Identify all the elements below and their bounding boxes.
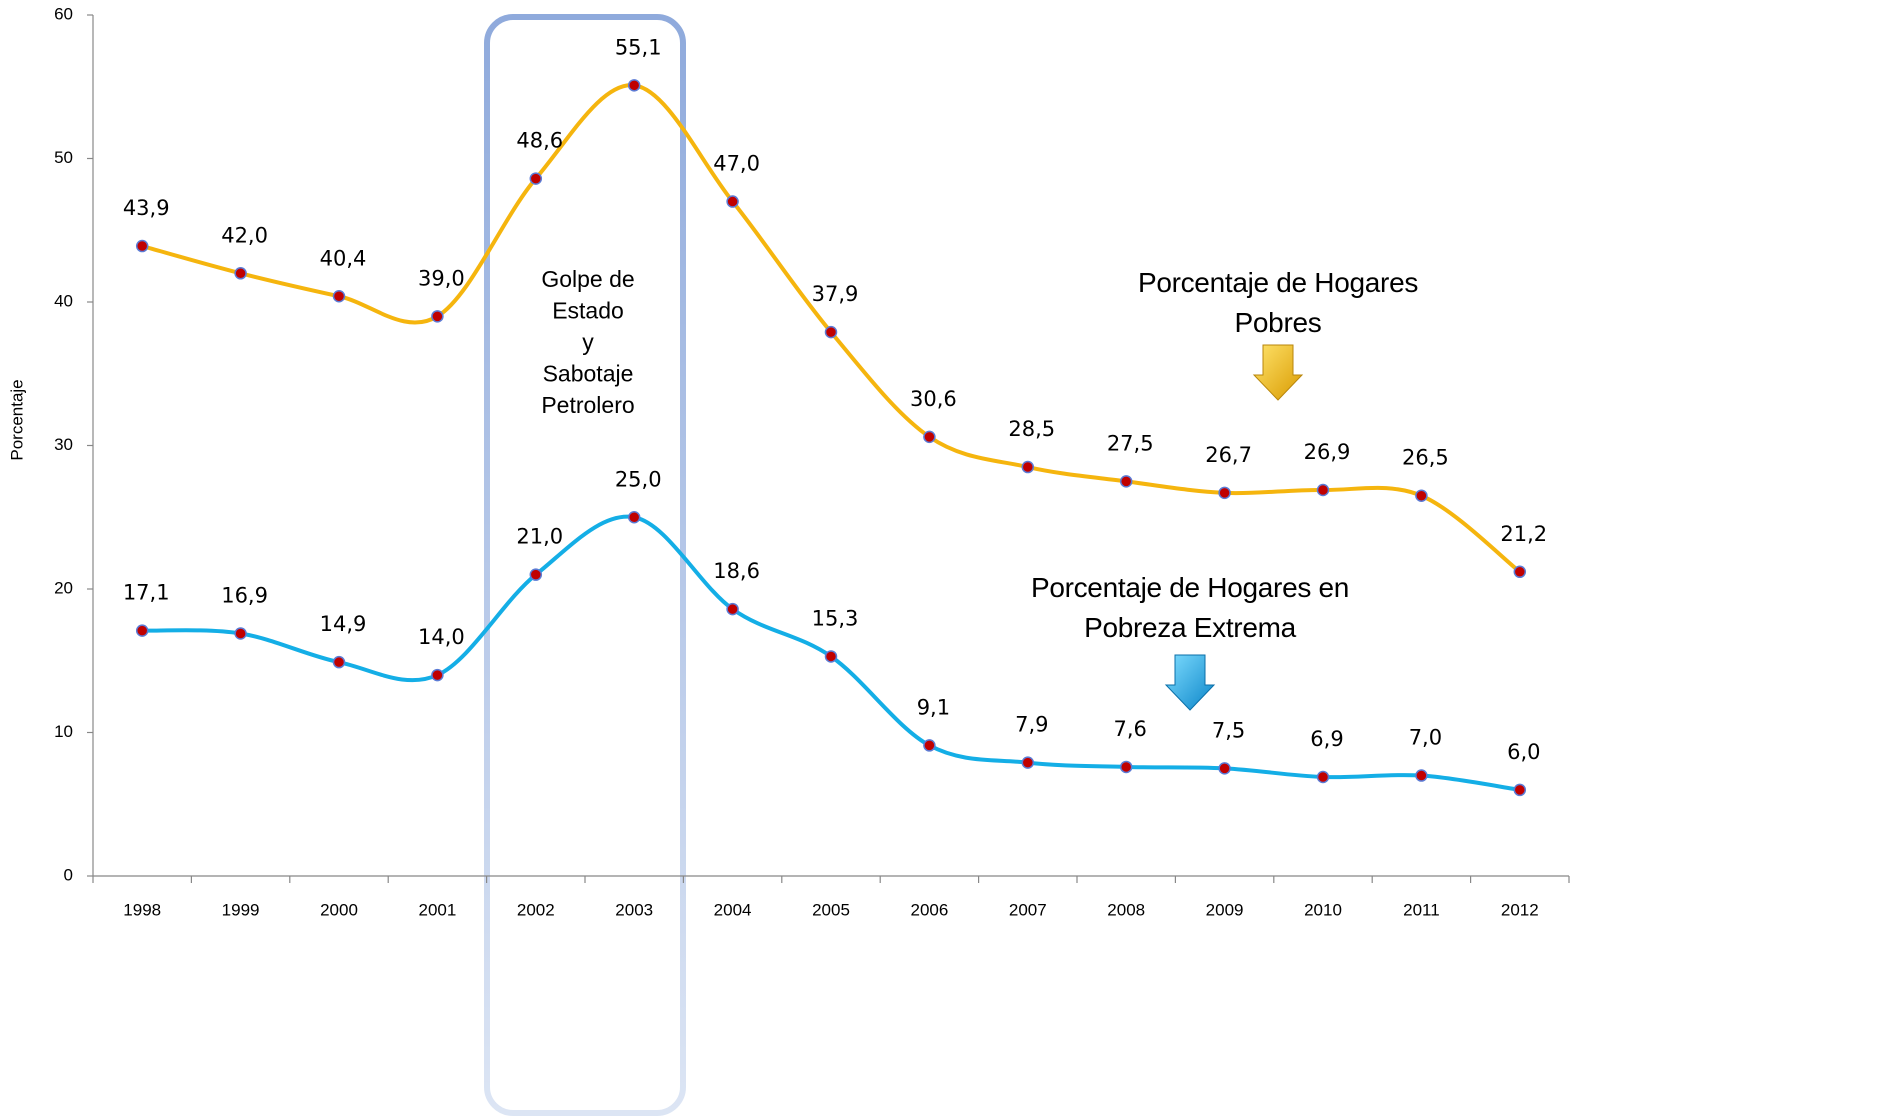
data-label: 43,9 (123, 196, 170, 220)
x-tick-label: 1998 (123, 900, 161, 919)
data-point (431, 668, 444, 682)
data-point (332, 655, 346, 669)
data-point (1218, 762, 1231, 775)
data-point (431, 310, 444, 323)
data-label: 37,9 (812, 282, 859, 306)
data-point (1316, 770, 1330, 784)
data-point (726, 602, 739, 616)
x-tick-label: 2009 (1206, 900, 1244, 919)
data-label: 42,0 (221, 223, 268, 247)
data-point (824, 325, 838, 339)
y-tick-label: 30 (54, 435, 73, 454)
series-label: Porcentaje de Hogares Pobres (1137, 267, 1419, 338)
data-point (1415, 489, 1428, 502)
data-point (1316, 483, 1330, 497)
y-tick-label: 0 (64, 865, 73, 884)
x-tick-label: 2000 (320, 900, 358, 919)
data-label: 6,0 (1507, 740, 1540, 764)
data-label: 7,5 (1212, 718, 1245, 742)
y-tick-label: 10 (54, 722, 73, 741)
x-tick-label: 2002 (517, 900, 555, 919)
x-tick-label: 2008 (1107, 900, 1145, 919)
data-label: 9,1 (917, 695, 950, 719)
data-label: 28,5 (1008, 417, 1055, 441)
arrow-icon (1252, 344, 1304, 401)
x-tick-label: 2004 (714, 900, 752, 919)
data-point (923, 430, 936, 444)
data-label: 7,0 (1409, 726, 1442, 750)
x-tick-label: 2005 (812, 900, 850, 919)
data-label: 17,1 (123, 581, 170, 605)
annotation: Petrolero (541, 392, 634, 418)
annotation: y (582, 329, 594, 355)
data-label: 26,9 (1304, 440, 1351, 464)
data-label: 26,5 (1402, 446, 1449, 470)
y-tick-label: 50 (54, 148, 73, 167)
data-label: 14,0 (418, 625, 465, 649)
x-tick-label: 1999 (222, 900, 260, 919)
data-point (332, 290, 346, 303)
data-point (135, 239, 149, 253)
data-label: 18,6 (713, 559, 760, 583)
data-label: 48,6 (516, 129, 563, 153)
data-label: 25,0 (615, 467, 662, 491)
y-axis-label: Porcentaje (7, 379, 26, 460)
x-tick-label: 2003 (615, 900, 653, 919)
data-point (1021, 756, 1035, 769)
data-label: 39,0 (418, 266, 465, 290)
data-label: 6,9 (1310, 727, 1343, 751)
y-tick-label: 60 (54, 4, 73, 23)
series-line (142, 514, 1521, 792)
data-label: 47,0 (713, 152, 760, 176)
data-point (234, 267, 247, 280)
data-label: 21,0 (516, 525, 563, 549)
series-line (141, 83, 1522, 574)
data-point (1415, 769, 1428, 782)
data-label: 55,1 (615, 35, 662, 59)
data-point (135, 624, 149, 637)
data-label: 7,6 (1113, 717, 1146, 741)
data-point (1513, 565, 1527, 579)
x-tick-label: 2011 (1403, 900, 1440, 919)
annotation: Sabotaje (543, 361, 634, 387)
data-point (529, 172, 543, 185)
data-point (923, 739, 936, 752)
data-point (1513, 783, 1527, 797)
data-point (529, 568, 543, 581)
data-label: 14,9 (320, 612, 367, 636)
data-label: 30,6 (910, 387, 957, 411)
x-tick-label: 2012 (1501, 900, 1539, 919)
data-label: 7,9 (1015, 713, 1048, 737)
y-tick-label: 40 (54, 291, 73, 310)
series-label: Porcentaje de Hogares en Pobreza Extrema (1030, 572, 1350, 643)
arrow-icon (1164, 654, 1216, 711)
x-tick-label: 2006 (910, 900, 948, 919)
data-point (1218, 486, 1231, 500)
annotation: Golpe de (541, 266, 634, 292)
x-tick-label: 2007 (1009, 900, 1047, 919)
x-tick-label: 2010 (1304, 900, 1342, 919)
data-label: 26,7 (1205, 443, 1252, 467)
data-point (627, 79, 641, 92)
y-tick-label: 20 (54, 578, 73, 597)
data-label: 15,3 (812, 606, 859, 630)
annotation: Estado (552, 298, 624, 324)
data-point (1119, 760, 1133, 774)
data-label: 27,5 (1107, 431, 1154, 455)
data-point (726, 195, 739, 208)
data-label: 40,4 (320, 246, 367, 270)
data-label: 21,2 (1500, 522, 1547, 546)
data-point (627, 511, 641, 524)
data-point (234, 627, 247, 640)
data-point (824, 650, 838, 663)
data-point (1021, 460, 1035, 474)
data-label: 16,9 (221, 583, 268, 607)
data-point (1119, 475, 1133, 488)
x-tick-label: 2001 (418, 900, 456, 919)
highlight-box (484, 14, 686, 1116)
